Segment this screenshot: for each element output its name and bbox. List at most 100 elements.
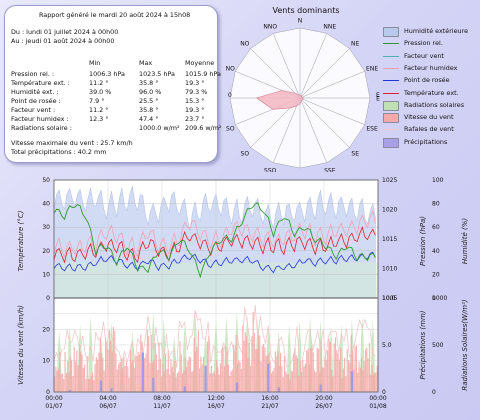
- wind-bar: [282, 377, 284, 392]
- report-title: Rapport généré le mardi 20 août 2024 à 1…: [39, 11, 191, 19]
- wind-bar: [182, 373, 184, 392]
- precip-bar: [350, 371, 353, 392]
- stat-avg: 15.3 °: [185, 97, 205, 105]
- wind-bar: [88, 378, 90, 392]
- wind-bar: [97, 359, 99, 392]
- legend-label: Température ext.: [404, 88, 459, 97]
- wind-bar: [115, 353, 117, 392]
- wind-bar: [159, 358, 161, 392]
- stat-min: 1006.3 hPa: [89, 70, 125, 78]
- xtick-date: 01/07: [45, 403, 62, 410]
- wind-bar: [321, 367, 323, 392]
- wind-bar: [354, 346, 356, 392]
- wind-bar: [93, 380, 95, 392]
- ytick-pressure: 1005: [382, 295, 397, 302]
- wind-bar: [57, 368, 60, 392]
- wind-dir-ono: ONO: [226, 66, 235, 73]
- ytick-wind: 20: [42, 326, 50, 333]
- precip-bar: [319, 384, 322, 392]
- wind-dir-sso: SSO: [264, 168, 277, 172]
- wind-bar: [315, 372, 317, 392]
- legend-label: Précipitations: [404, 137, 448, 146]
- wind-bar: [132, 359, 134, 392]
- stat-min: 12.3 °: [89, 115, 109, 123]
- ytick-humidity: 20: [432, 271, 440, 278]
- legend-swatch: [383, 67, 399, 69]
- wind-bar: [295, 355, 297, 392]
- precip-bar: [277, 387, 280, 392]
- wind-bar: [371, 364, 373, 392]
- ylabel-temp: Température (°C): [17, 210, 25, 271]
- stat-label: Température ext. :: [11, 79, 70, 87]
- xtick-date: 26/07: [315, 403, 332, 410]
- precip-bar: [100, 380, 103, 392]
- wind-rose-spoke: [299, 97, 328, 163]
- legend-label: Facteur humidex: [404, 63, 458, 72]
- stat-max: 1023.5 hPa: [139, 70, 175, 78]
- wind-bar: [112, 327, 114, 392]
- wind-bar: [222, 346, 224, 392]
- legend-label: Rafales de vent: [404, 125, 454, 134]
- ytick-humidity: 40: [432, 248, 440, 255]
- wind-bar: [286, 374, 288, 392]
- series-point-de-ros-e: [53, 251, 376, 274]
- wind-bar: [364, 349, 367, 392]
- wind-bar: [270, 373, 273, 392]
- legend-swatch: [383, 113, 399, 124]
- wind-bar: [368, 343, 371, 392]
- ytick-temp: 0: [46, 295, 50, 302]
- wind-bar: [89, 379, 91, 392]
- wind-bar: [312, 352, 314, 392]
- ytick-temp: 30: [42, 224, 50, 231]
- precip-bar: [183, 386, 186, 392]
- xtick-date: 21/07: [261, 403, 278, 410]
- wind-bar: [80, 351, 82, 392]
- wind-bar: [119, 362, 121, 392]
- wind-bar: [278, 366, 280, 392]
- xtick-time: 08:00: [153, 395, 170, 402]
- precip-bar: [110, 388, 113, 392]
- wind-bar: [304, 363, 306, 392]
- wind-bar: [306, 350, 308, 392]
- ytick-temp: 40: [42, 201, 50, 208]
- stat-avg: 23.7 °: [185, 115, 205, 123]
- wind-bar: [195, 351, 197, 392]
- stat-label: Pression rel. :: [11, 70, 54, 78]
- wind-bar: [363, 361, 365, 392]
- wind-bar: [199, 368, 201, 392]
- report-from: Du : lundi 01 juillet 2024 à 00h00: [11, 28, 119, 36]
- wind-bar: [114, 330, 116, 392]
- axes-layer: 0102030405010051010101510201025020406080…: [42, 177, 447, 410]
- wind-bar: [299, 360, 301, 392]
- wind-bar: [188, 356, 190, 392]
- ytick-humidity: 60: [432, 224, 440, 231]
- wind-bar: [148, 335, 150, 392]
- wind-bar: [332, 376, 334, 392]
- wind-bar: [192, 370, 194, 392]
- wind-bar: [107, 349, 109, 392]
- wind-bar: [99, 337, 101, 392]
- wind-bar: [219, 363, 222, 392]
- wind-bar: [244, 332, 246, 392]
- wind-bar: [290, 371, 292, 392]
- wind-bar: [121, 368, 124, 392]
- legend-swatch: [383, 43, 399, 45]
- wind-bar: [175, 377, 177, 392]
- wind-bar: [289, 379, 291, 392]
- wind-bar: [158, 342, 160, 392]
- wind-dir-se: SE: [351, 151, 359, 158]
- wind-bar: [54, 376, 56, 392]
- series-pression-rel-: [53, 202, 376, 279]
- ylabel-humidity: Humidité (%): [461, 218, 469, 265]
- wind-bar: [328, 338, 330, 392]
- wind-bar: [314, 370, 316, 392]
- wind-bar: [76, 350, 78, 392]
- wind-bar: [259, 335, 261, 392]
- wind-dir-ese: ESE: [366, 125, 378, 132]
- stat-avg: 19.3 °: [185, 79, 205, 87]
- wind-bar: [161, 376, 163, 392]
- xtick-time: 00:00: [45, 395, 62, 402]
- stat-avg: 79.3 %: [185, 88, 208, 96]
- wind-rose-spoke: [250, 48, 301, 99]
- wind-bar: [108, 329, 111, 392]
